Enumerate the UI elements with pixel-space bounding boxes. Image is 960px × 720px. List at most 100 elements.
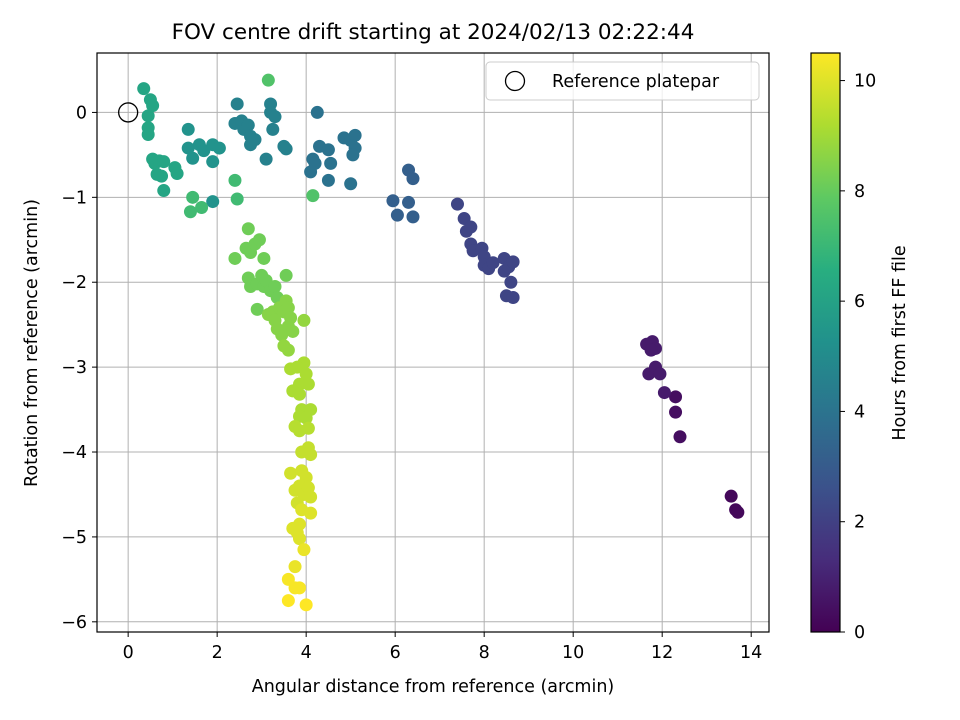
- data-point: [324, 156, 338, 170]
- x-tick-label: 14: [740, 643, 762, 663]
- data-point: [137, 82, 151, 96]
- data-point: [299, 367, 313, 381]
- data-point: [268, 110, 282, 124]
- grid: [97, 53, 769, 632]
- data-point: [292, 387, 306, 401]
- x-tick-label: 8: [479, 643, 490, 663]
- data-point: [281, 594, 295, 608]
- colorbar-tick-label: 10: [854, 72, 876, 92]
- data-point: [259, 152, 273, 166]
- data-point: [288, 560, 302, 574]
- data-point: [301, 421, 315, 435]
- data-point: [310, 105, 324, 119]
- data-point: [669, 390, 683, 404]
- data-point: [228, 251, 242, 265]
- data-point: [141, 109, 155, 123]
- data-point: [731, 505, 745, 519]
- data-point: [268, 279, 282, 293]
- legend-reference-marker: [504, 70, 526, 92]
- data-point: [346, 148, 360, 162]
- data-point: [248, 133, 262, 147]
- y-tick-label: −4: [61, 443, 87, 463]
- legend-box: [485, 61, 760, 101]
- x-axis-ticks: 0 2 4 6 8 10 12 14: [123, 632, 762, 663]
- data-point: [464, 220, 478, 234]
- data-point: [186, 151, 200, 165]
- data-point: [195, 201, 209, 215]
- data-point: [386, 194, 400, 208]
- data-point: [206, 155, 220, 169]
- data-point: [284, 466, 298, 480]
- y-tick-label: −3: [61, 358, 87, 378]
- data-point: [290, 360, 304, 374]
- data-point: [669, 405, 683, 419]
- data-point: [450, 197, 464, 211]
- colorbar-ticks: 0 2 4 6 8 10: [840, 72, 876, 643]
- colorbar-tick-label: 0: [854, 623, 865, 643]
- x-tick-label: 10: [562, 643, 584, 663]
- x-axis-label: Angular distance from reference (arcmin): [252, 677, 615, 697]
- data-point: [241, 222, 255, 236]
- data-point: [150, 167, 164, 181]
- colorbar: [810, 52, 841, 633]
- data-point: [261, 73, 275, 87]
- y-axis-label: Rotation from reference (arcmin): [22, 199, 42, 487]
- colorbar-label: Hours from first FF file: [890, 245, 910, 440]
- x-tick-label: 2: [212, 643, 223, 663]
- data-point: [724, 489, 738, 503]
- data-point: [157, 155, 171, 169]
- legend-entry-label: Reference platepar: [552, 72, 720, 92]
- data-point: [304, 490, 318, 504]
- y-tick-label: −1: [61, 188, 87, 208]
- data-point: [183, 205, 197, 219]
- data-point: [348, 128, 362, 142]
- x-tick-label: 6: [390, 643, 401, 663]
- data-point: [206, 195, 220, 209]
- y-tick-label: −5: [61, 528, 87, 548]
- data-point: [506, 255, 520, 269]
- data-point: [506, 291, 520, 305]
- data-point: [657, 386, 671, 400]
- data-point: [486, 256, 500, 270]
- data-point: [406, 172, 420, 186]
- data-point: [286, 324, 300, 338]
- data-point: [230, 192, 244, 206]
- chart-title: FOV centre drift starting at 2024/02/13 …: [172, 20, 695, 45]
- colorbar-tick-label: 2: [854, 513, 865, 533]
- data-point: [292, 581, 306, 595]
- data-point: [157, 184, 171, 198]
- plot-frame: [96, 52, 770, 633]
- data-point: [181, 122, 195, 136]
- data-point: [281, 301, 295, 315]
- scatter-points: [137, 73, 745, 612]
- data-point: [402, 195, 416, 209]
- y-tick-label: −2: [61, 273, 87, 293]
- data-point: [297, 543, 311, 557]
- data-point: [304, 506, 318, 520]
- data-point: [250, 302, 264, 316]
- data-point: [241, 118, 255, 132]
- data-point: [279, 142, 293, 156]
- colorbar-tick-label: 8: [854, 182, 865, 202]
- data-point: [170, 167, 184, 181]
- data-point: [252, 233, 266, 247]
- colorbar-tick-label: 6: [854, 292, 865, 312]
- data-point: [673, 430, 687, 444]
- data-point: [653, 367, 667, 381]
- data-point: [281, 343, 295, 357]
- data-point: [406, 210, 420, 224]
- reference-platepar-marker: [118, 102, 139, 123]
- data-point: [390, 208, 404, 222]
- data-point: [644, 343, 658, 357]
- data-point: [186, 190, 200, 204]
- data-point: [230, 97, 244, 111]
- colorbar-tick-label: 4: [854, 402, 865, 422]
- x-tick-label: 4: [301, 643, 312, 663]
- y-tick-label: 0: [76, 103, 87, 123]
- data-point: [299, 598, 313, 612]
- data-point: [181, 141, 195, 155]
- x-tick-label: 0: [123, 643, 134, 663]
- data-point: [321, 173, 335, 187]
- data-point: [266, 122, 280, 136]
- data-point: [299, 411, 313, 425]
